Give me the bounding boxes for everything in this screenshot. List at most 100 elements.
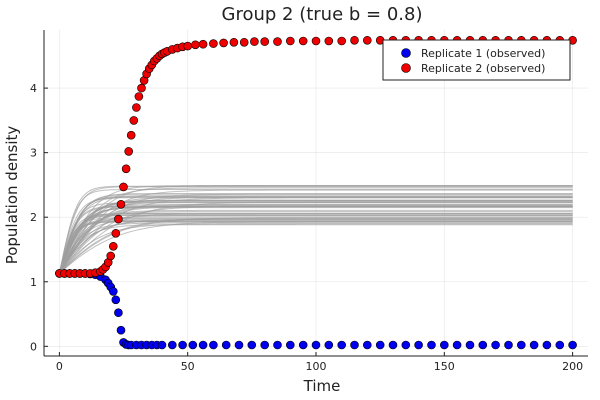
- x-tick-label: 150: [434, 360, 455, 373]
- background-curve: [58, 196, 573, 274]
- data-point-replicate-1: [478, 340, 488, 350]
- data-point-replicate-1: [375, 340, 385, 350]
- data-point-replicate-1: [260, 340, 270, 350]
- data-point-replicate-2: [106, 251, 115, 261]
- data-point-replicate-2: [126, 130, 136, 140]
- data-point-replicate-1: [221, 340, 231, 350]
- data-point-replicate-1: [188, 340, 198, 350]
- data-point-replicate-1: [414, 340, 423, 350]
- axes: 0 50 100 150 200 0 1 2 3 4: [30, 30, 588, 373]
- data-point-replicate-1: [350, 340, 359, 350]
- data-point-replicate-1: [362, 340, 372, 350]
- y-axis-label: Population density: [3, 126, 21, 265]
- data-point-replicate-1: [529, 340, 539, 350]
- x-tick-label: 200: [562, 360, 583, 373]
- background-curve: [58, 187, 573, 274]
- legend-marker-replicate-1: [401, 48, 411, 58]
- data-point-replicate-2: [198, 39, 208, 49]
- data-point-replicate-1: [465, 340, 475, 350]
- data-point-replicate-2: [111, 229, 121, 238]
- data-point-replicate-2: [337, 36, 347, 46]
- legend-label-replicate-2: Replicate 2 (observed): [421, 62, 545, 75]
- background-curve: [59, 223, 573, 274]
- data-point-replicate-1: [114, 308, 123, 318]
- background-curve: [58, 211, 573, 274]
- background-curve: [58, 207, 573, 274]
- background-curve: [58, 209, 573, 274]
- data-point-replicate-1: [111, 295, 121, 305]
- x-axis-label: Time: [303, 377, 341, 395]
- background-curve: [58, 200, 573, 274]
- data-point-replicate-1: [401, 340, 411, 350]
- data-point-replicate-1: [168, 340, 177, 350]
- data-point-replicate-1: [568, 340, 577, 350]
- legend-box: [382, 39, 571, 81]
- data-point-replicate-2: [183, 41, 192, 51]
- background-curve: [58, 202, 573, 274]
- data-point-replicate-2: [129, 116, 139, 125]
- background-curve: [58, 218, 573, 274]
- data-point-replicate-2: [109, 242, 118, 251]
- data-point-replicate-1: [427, 340, 436, 350]
- data-point-replicate-2: [260, 37, 270, 46]
- data-point-replicate-1: [555, 340, 565, 350]
- data-point-replicate-2: [311, 36, 321, 46]
- legend-label-replicate-1: Replicate 1 (observed): [421, 47, 545, 60]
- background-curve: [58, 219, 573, 274]
- legend-marker-replicate-2: [401, 63, 411, 73]
- x-tick-label: 50: [181, 360, 195, 373]
- legend: Replicate 1 (observed) Replicate 2 (obse…: [382, 39, 571, 81]
- data-point-replicate-2: [239, 37, 249, 47]
- data-point-replicate-1: [542, 340, 552, 350]
- data-point-replicate-2: [116, 200, 126, 209]
- data-point-replicate-1: [298, 340, 308, 350]
- data-point-replicate-1: [157, 340, 167, 350]
- data-point-replicate-2: [273, 37, 282, 46]
- x-tick-label: 100: [306, 360, 327, 373]
- background-curve: [58, 224, 573, 274]
- chart-title: Group 2 (true b = 0.8): [222, 4, 423, 25]
- data-point-replicate-1: [516, 340, 526, 350]
- data-point-replicate-2: [219, 38, 228, 48]
- data-point-replicate-2: [114, 214, 123, 224]
- data-point-replicate-1: [439, 340, 449, 350]
- data-point-replicate-1: [337, 340, 347, 350]
- y-tick-label: 2: [30, 211, 37, 224]
- data-point-replicate-2: [324, 36, 334, 46]
- data-point-replicate-2: [209, 39, 218, 48]
- background-curves: [58, 185, 573, 274]
- background-curve: [58, 189, 573, 274]
- data-point-replicate-2: [134, 92, 144, 101]
- data-point-replicate-1: [504, 340, 513, 350]
- y-tick-label: 4: [30, 82, 37, 95]
- background-curve: [58, 197, 573, 274]
- data-point-replicate-2: [229, 37, 239, 47]
- data-point-replicate-2: [298, 36, 308, 46]
- data-point-replicate-1: [209, 340, 218, 350]
- data-point-replicate-1: [285, 340, 295, 350]
- data-point-replicate-1: [116, 325, 126, 335]
- background-curve: [59, 217, 573, 274]
- y-tick-label: 0: [30, 340, 37, 353]
- background-curve: [58, 222, 573, 274]
- background-curve: [59, 221, 573, 274]
- data-point-replicate-2: [132, 103, 141, 112]
- background-curve: [58, 212, 573, 274]
- data-point-replicate-1: [491, 340, 500, 350]
- background-curve: [58, 213, 573, 274]
- data-point-replicate-2: [119, 182, 128, 192]
- background-curve: [58, 193, 573, 274]
- data-point-replicate-2: [350, 35, 359, 45]
- x-tick-label: 0: [56, 360, 63, 373]
- data-point-replicate-1: [311, 340, 321, 350]
- data-point-replicate-2: [250, 37, 259, 46]
- data-point-replicate-1: [198, 340, 208, 350]
- data-point-replicate-1: [247, 340, 257, 350]
- data-point-replicate-1: [324, 340, 334, 350]
- y-tick-label: 3: [30, 147, 37, 160]
- data-point-replicate-2: [191, 40, 200, 50]
- background-curve: [58, 215, 573, 274]
- data-point-replicate-1: [273, 340, 282, 350]
- background-curve: [58, 186, 573, 274]
